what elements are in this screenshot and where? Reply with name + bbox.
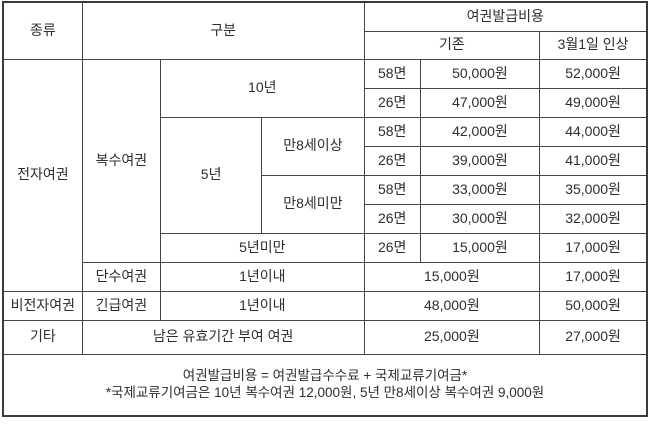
footnote-line2: *국제교류기여금은 10년 복수여권 12,000원, 5년 만8세이상 복수여… xyxy=(105,384,545,400)
cell-fee-new: 17,000원 xyxy=(539,261,648,292)
cell-age8-under: 만8세미만 xyxy=(261,174,365,234)
cell-under-five-year: 5년미만 xyxy=(159,232,365,263)
cell-pages: 58면 xyxy=(363,174,421,205)
cell-fee-old: 25,000원 xyxy=(363,319,541,355)
cell-fee-old: 15,000원 xyxy=(363,261,541,292)
cell-fee-new: 41,000원 xyxy=(539,145,648,176)
cell-emergency-passport: 긴급여권 xyxy=(81,290,161,321)
cell-age8-over: 만8세이상 xyxy=(261,116,365,176)
cell-fee-new: 50,000원 xyxy=(539,290,648,321)
cell-multiple-passport: 복수여권 xyxy=(81,58,161,263)
cell-single-passport: 단수여권 xyxy=(81,261,161,292)
passport-fee-table: 종류 구분 여권발급비용 기존 3월1일 인상 전자여권 복수여권 10년 58… xyxy=(2,1,648,417)
cell-fee-old: 50,000원 xyxy=(419,58,541,89)
cell-remaining-validity: 남은 유효기간 부여 여권 xyxy=(81,319,365,355)
cell-pages: 26면 xyxy=(363,232,421,263)
cell-fee-old: 47,000원 xyxy=(419,87,541,118)
cell-fee-old: 39,000원 xyxy=(419,145,541,176)
cell-pages: 58면 xyxy=(363,58,421,89)
cell-fee-new: 49,000원 xyxy=(539,87,648,118)
header-category: 구분 xyxy=(81,1,365,60)
cell-five-year: 5년 xyxy=(159,116,263,234)
header-type: 종류 xyxy=(2,1,83,60)
cell-non-electronic-passport: 비전자여권 xyxy=(2,290,83,321)
cell-pages: 58면 xyxy=(363,116,421,147)
cell-fee-new: 27,000원 xyxy=(539,319,648,355)
cell-pages: 26면 xyxy=(363,145,421,176)
cell-fee-new: 17,000원 xyxy=(539,232,648,263)
cell-ten-year: 10년 xyxy=(159,58,365,118)
cell-electronic-passport: 전자여권 xyxy=(2,58,83,292)
footnote: 여권발급비용 = 여권발급수수료 + 국제교류기여금* *국제교류기여금은 10… xyxy=(2,353,648,417)
cell-fee-new: 52,000원 xyxy=(539,58,648,89)
cell-fee-old: 42,000원 xyxy=(419,116,541,147)
cell-within-one-year: 1년이내 xyxy=(159,290,365,321)
cell-fee-new: 44,000원 xyxy=(539,116,648,147)
header-existing: 기존 xyxy=(363,30,541,60)
cell-fee-old: 30,000원 xyxy=(419,203,541,234)
cell-pages: 26면 xyxy=(363,87,421,118)
cell-fee-new: 35,000원 xyxy=(539,174,648,205)
cell-fee-old: 15,000원 xyxy=(419,232,541,263)
header-cost: 여권발급비용 xyxy=(363,1,648,32)
cell-fee-old: 33,000원 xyxy=(419,174,541,205)
header-increase: 3월1일 인상 xyxy=(539,30,648,60)
cell-fee-old: 48,000원 xyxy=(363,290,541,321)
cell-fee-new: 32,000원 xyxy=(539,203,648,234)
cell-within-one-year: 1년이내 xyxy=(159,261,365,292)
footnote-line1: 여권발급비용 = 여권발급수수료 + 국제교류기여금* xyxy=(182,367,468,383)
cell-pages: 26면 xyxy=(363,203,421,234)
cell-etc: 기타 xyxy=(2,319,83,355)
